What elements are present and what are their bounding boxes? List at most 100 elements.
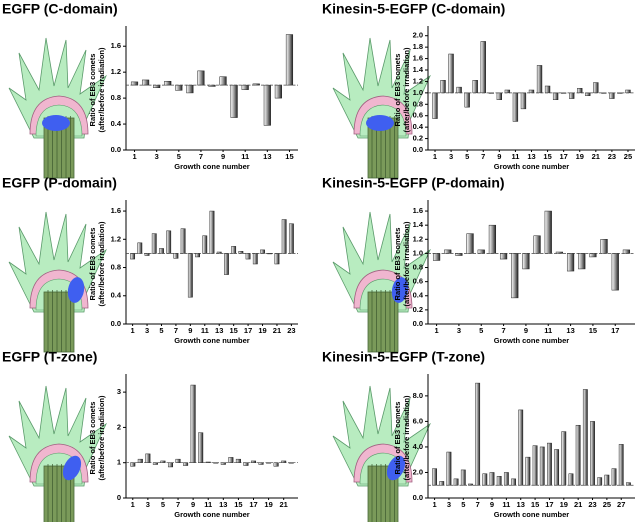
panel-title: EGFP (T-zone) — [2, 349, 97, 365]
bar — [180, 228, 186, 254]
y-tick-label: 0.8 — [413, 99, 423, 108]
bar — [164, 80, 172, 86]
panel-title: Kinesin-5-EGFP (T-zone) — [322, 349, 485, 365]
bar — [539, 446, 545, 486]
bar — [466, 233, 474, 254]
bar — [216, 251, 222, 254]
x-tick-label: 15 — [234, 500, 242, 509]
bar — [626, 482, 631, 486]
bar — [202, 235, 208, 254]
x-tick-label: 15 — [531, 500, 539, 509]
panel-title: Kinesin-5-EGFP (C-domain) — [322, 1, 505, 17]
y-tick-label: 0 — [117, 493, 121, 502]
bar — [224, 253, 229, 275]
bar — [585, 92, 591, 96]
y-axis-label: (after/before irradiation) — [402, 47, 411, 133]
x-tick-label: 3 — [145, 326, 149, 335]
x-tick-label: 7 — [501, 326, 505, 335]
x-tick-label: 1 — [433, 500, 437, 509]
bar — [190, 384, 196, 463]
bar — [552, 92, 559, 100]
x-tick-label: 3 — [155, 152, 159, 161]
x-tick-label: 9 — [221, 152, 225, 161]
bar — [198, 432, 204, 463]
x-tick-label: 1 — [131, 326, 135, 335]
bar — [512, 92, 519, 122]
bar — [611, 253, 619, 291]
x-tick-label: 7 — [199, 152, 203, 161]
bar — [600, 239, 608, 254]
growth-cone-illustration — [332, 385, 431, 522]
bar — [482, 473, 488, 486]
bar — [590, 421, 595, 486]
bar — [186, 84, 194, 94]
bar — [130, 462, 136, 467]
bar — [597, 477, 603, 486]
x-axis-label: Growth cone number — [174, 510, 250, 519]
x-tick-label: 3 — [447, 500, 451, 509]
bar — [464, 92, 470, 108]
y-tick-label: 1.2 — [111, 67, 121, 76]
axon — [367, 465, 399, 522]
bar — [568, 473, 574, 486]
y-axis-label: (after/before irradiation) — [97, 47, 106, 133]
x-tick-label: 17 — [249, 500, 257, 509]
y-tick-label: 6.0 — [413, 416, 423, 425]
x-tick-label: 7 — [174, 326, 178, 335]
bar — [274, 253, 280, 265]
x-tick-label: 1 — [434, 326, 438, 335]
x-tick-label: 17 — [559, 152, 567, 161]
bar — [547, 442, 552, 486]
bar — [496, 476, 502, 486]
x-tick-label: 11 — [204, 500, 212, 509]
x-tick-label: 23 — [588, 500, 596, 509]
bar — [611, 468, 617, 486]
y-tick-label: 0.0 — [111, 145, 121, 154]
bar — [235, 458, 241, 463]
y-tick-label: 1.4 — [413, 220, 424, 229]
bar — [618, 444, 624, 486]
y-tick-label: 0.4 — [413, 291, 424, 300]
bar — [173, 253, 179, 259]
panel: Kinesin-5-EGFP (P-domain) 0.0 0.2 0.4 0.6 0.8… — [322, 175, 635, 353]
bar — [145, 453, 151, 463]
bar — [260, 249, 265, 254]
bar — [197, 70, 205, 86]
panel: EGFP (P-domain) 0.0 0.4 0.8 1.2 1.6 Ratio of E… — [2, 175, 298, 353]
bar — [569, 92, 575, 99]
bar — [472, 80, 478, 94]
bar — [593, 82, 599, 94]
y-axis-label: (after/before irradiation) — [402, 221, 411, 307]
bar — [622, 249, 631, 254]
x-tick-label: 15 — [285, 152, 293, 161]
x-tick-label: 17 — [545, 500, 553, 509]
bar — [137, 458, 143, 463]
bar — [520, 92, 527, 110]
y-axis-label: Ratio of EB3 comets — [88, 402, 97, 475]
bar — [167, 462, 174, 468]
bar — [230, 84, 238, 118]
x-tick-label: 3 — [449, 152, 453, 161]
bar — [455, 253, 463, 256]
bar — [533, 235, 541, 254]
bar — [528, 89, 535, 94]
panel: EGFP (T-zone) 0 1 2 3 Ratio of EB3 comets (aft… — [2, 349, 298, 522]
x-axis-label: Growth cone number — [174, 162, 250, 171]
bar — [252, 83, 260, 86]
bar — [456, 86, 462, 94]
y-tick-label: 1.6 — [111, 41, 121, 50]
panel: Kinesin-5-EGFP (C-domain) 0.0 0.2 0.4 0.6 0.8… — [322, 1, 635, 179]
x-tick-label: 15 — [543, 152, 551, 161]
bar — [142, 79, 150, 86]
y-tick-label: 1.2 — [413, 76, 423, 85]
y-tick-label: 0.4 — [111, 291, 122, 300]
bar — [281, 219, 287, 254]
bar — [625, 89, 631, 94]
y-tick-label: 1.2 — [111, 234, 121, 243]
y-tick-label: 0.6 — [413, 277, 423, 286]
bar — [446, 451, 452, 486]
bar — [252, 253, 258, 265]
x-tick-label: 9 — [524, 326, 528, 335]
x-tick-label: 21 — [574, 500, 582, 509]
growth-cone-illustration — [8, 37, 107, 179]
